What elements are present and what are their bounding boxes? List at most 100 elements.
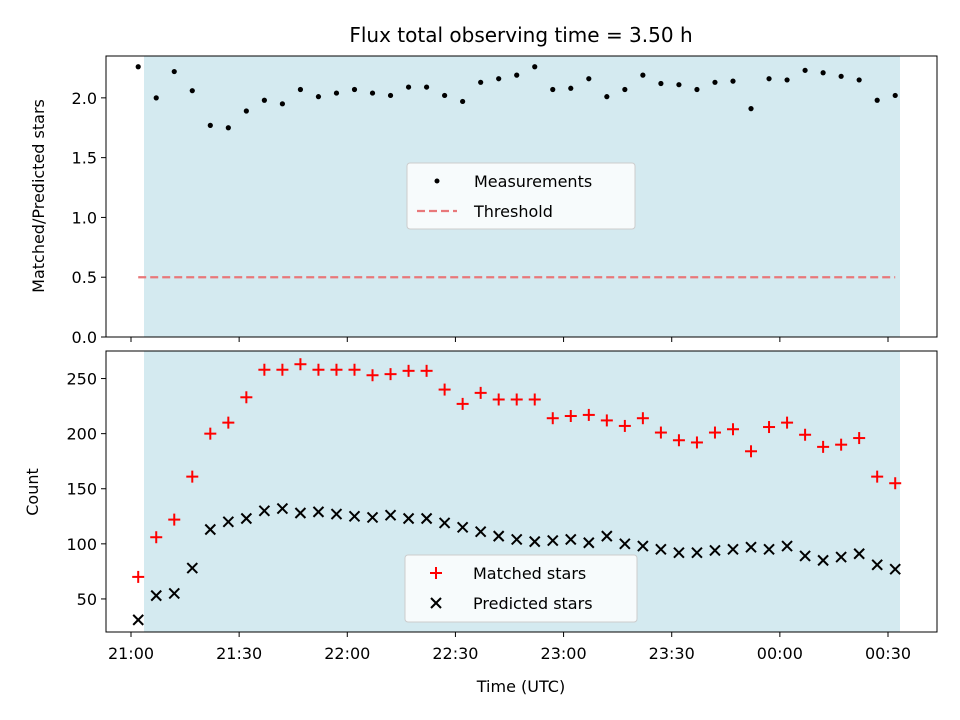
predicted-star-point [871, 559, 883, 571]
measurement-point [189, 88, 195, 94]
measurement-point [658, 80, 664, 87]
y-tick-label: 2.0 [72, 89, 97, 108]
matched-star-point [708, 426, 721, 439]
predicted-star-point [727, 543, 739, 556]
matched-star-point [348, 363, 361, 376]
matched-star-point [672, 434, 685, 447]
matched-star-point [240, 391, 253, 404]
matched-star-point [745, 445, 758, 458]
predicted-star-point [691, 546, 703, 559]
measurement-point [478, 79, 484, 85]
predicted-star-point [132, 614, 144, 626]
predicted-star-point [420, 512, 433, 525]
predicted-star-point [655, 543, 667, 556]
matched-star-point [456, 397, 469, 410]
measurement-point [748, 106, 754, 112]
measurement-point [874, 97, 880, 103]
matched-star-point [564, 410, 577, 423]
matched-star-point [546, 412, 559, 425]
measurement-point [820, 70, 826, 76]
y-tick-label: 1.5 [72, 149, 97, 168]
predicted-star-point [763, 543, 775, 556]
measurement-point [676, 82, 682, 88]
matched-star-point [600, 414, 613, 427]
x-tick-label: 23:00 [541, 644, 587, 663]
count-legend-box [404, 554, 638, 623]
y-tick-label: 100 [66, 535, 97, 554]
measurement-point [604, 94, 610, 100]
matched-star-point [402, 364, 415, 377]
predicted-star-point [583, 537, 595, 549]
predicted-star-point [384, 509, 397, 521]
measurement-point [207, 122, 213, 128]
predicted-star-point [492, 530, 505, 542]
measurement-point [640, 72, 646, 78]
y-tick-label: 0.5 [72, 268, 97, 287]
predicted-star-point [240, 512, 253, 525]
legend-threshold-label: Threshold [473, 202, 553, 221]
x-tick-label: 23:30 [649, 644, 695, 663]
measurement-point [514, 72, 520, 78]
x-tick-label: 00:30 [865, 644, 911, 663]
axes-frame [105, 350, 938, 633]
matched-star-point [781, 416, 794, 429]
legend-measurements-marker [434, 178, 440, 184]
measurement-point [225, 125, 231, 131]
predicted-star-point [348, 510, 361, 523]
matched-star-point [474, 386, 487, 399]
predicted-star-point [276, 502, 289, 515]
predicted-star-point [258, 505, 271, 517]
count-legend: Matched stars Predicted stars [404, 554, 638, 623]
predicted-star-point [222, 516, 235, 528]
matched-star-point [763, 421, 776, 434]
measurement-point [532, 64, 538, 70]
predicted-star-point [529, 535, 541, 548]
x-tick-label: 21:30 [216, 644, 262, 663]
matched-star-point [582, 408, 595, 421]
matched-star-point [168, 513, 181, 526]
y-tick-label: 200 [66, 425, 97, 444]
predicted-star-point [781, 540, 793, 552]
measurement-point [315, 94, 322, 100]
legend-matched-marker [430, 567, 442, 579]
measurement-point [171, 68, 177, 75]
matched-star-point [186, 470, 199, 483]
predicted-star-point [709, 544, 721, 557]
predicted-star-point [456, 521, 469, 534]
matched-star-point [438, 383, 451, 396]
measurement-point [892, 92, 898, 99]
matched-star-point [510, 393, 523, 406]
matched-star-point [636, 412, 649, 425]
measurement-point [856, 77, 862, 83]
predicted-star-point [889, 563, 901, 575]
predicted-star-point [150, 589, 162, 602]
matched-star-point [384, 368, 397, 381]
x-tick-label: 22:00 [324, 644, 370, 663]
y-tick-label: 50 [77, 590, 97, 609]
predicted-star-point [312, 506, 325, 518]
matched-star-point [222, 416, 235, 429]
matched-star-point [690, 436, 703, 449]
measurement-point [730, 78, 736, 84]
measurement-point [153, 95, 159, 101]
matched-star-point [132, 570, 145, 583]
y-tick-label: 150 [66, 480, 97, 499]
measurement-point [405, 84, 412, 90]
predicted-star-point [565, 533, 577, 546]
matched-star-point [799, 428, 812, 441]
chart-title: Flux total observing time = 3.50 h [349, 23, 692, 47]
matched-star-point [258, 363, 271, 376]
measurement-point [423, 84, 430, 90]
x-tick-label: 22:30 [432, 644, 478, 663]
measurement-point [802, 67, 808, 73]
matched-star-point [420, 364, 433, 377]
measurement-point [135, 64, 141, 70]
legend-predicted-marker [430, 597, 442, 609]
matched-star-point [528, 393, 541, 406]
predicted-star-point [204, 523, 217, 536]
matched-star-point [889, 477, 902, 490]
matched-star-point [726, 423, 739, 436]
predicted-star-point [745, 541, 757, 553]
predicted-star-point [438, 517, 451, 529]
measurement-point [712, 79, 718, 85]
